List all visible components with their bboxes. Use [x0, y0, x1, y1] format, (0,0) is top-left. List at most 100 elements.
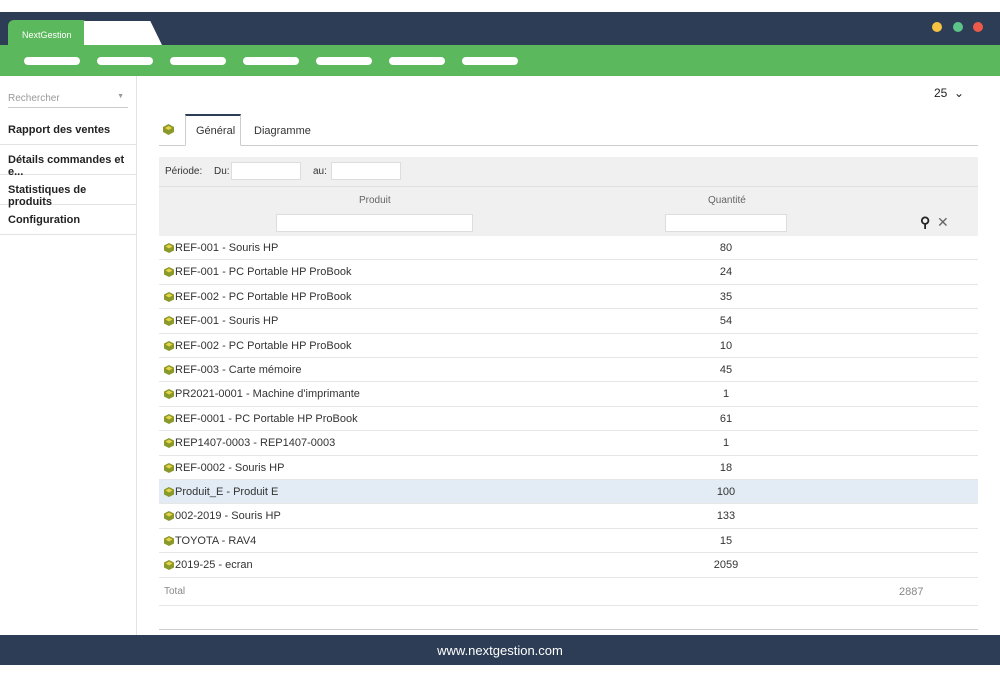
- icon: [164, 511, 174, 522]
- icon: [164, 389, 174, 400]
- table-row[interactable]: PR2021-0001 - Machine d'imprimante 1: [159, 382, 978, 407]
- to-label: au:: [313, 166, 327, 177]
- table-row[interactable]: REF-001 - PC Portable HP ProBook 24: [159, 260, 978, 285]
- tab[interactable]: Général: [185, 114, 241, 146]
- clear-button[interactable]: ✕: [937, 214, 949, 230]
- total-row: Total 2887: [159, 578, 978, 606]
- icon: [163, 124, 174, 135]
- quantity: 61: [719, 412, 733, 425]
- table-row[interactable]: 002-2019 - Souris HP 133: [159, 504, 978, 529]
- icon: [164, 438, 174, 449]
- period-label: Période:: [165, 166, 203, 177]
- search[interactable]: Rechercher ▼: [8, 88, 128, 108]
- product: TOYOTA - RAV4: [175, 534, 257, 547]
- menu-item[interactable]: [24, 57, 80, 65]
- menu-item[interactable]: [389, 57, 445, 65]
- menu-item[interactable]: [97, 57, 153, 65]
- divider: [159, 186, 978, 187]
- sidebar-item[interactable]: Statistiques de produits: [0, 175, 137, 208]
- quantity: 54: [719, 315, 733, 328]
- product: 2019-25 - ecran: [175, 559, 253, 572]
- table-row[interactable]: REF-002 - PC Portable HP ProBook 35: [159, 285, 978, 310]
- browser-tab[interactable]: NextGestion: [8, 20, 88, 45]
- table-row[interactable]: REF-0002 - Souris HP 18: [159, 456, 978, 480]
- product: PR2021-0001 - Machine d'imprimante: [175, 388, 360, 401]
- quantity: 24: [719, 266, 733, 279]
- product: REF-001 - PC Portable HP ProBook: [175, 266, 352, 279]
- browser-tab-empty[interactable]: [84, 21, 162, 45]
- table-row[interactable]: 2019-25 - ecran 2059: [159, 553, 978, 578]
- date-from[interactable]: [231, 162, 301, 180]
- sidebar: [0, 76, 137, 635]
- divider: [159, 629, 978, 630]
- product: REF-001 - Souris HP: [175, 242, 279, 254]
- product: REF-002 - PC Portable HP ProBook: [175, 290, 352, 303]
- quantity: 18: [719, 461, 733, 474]
- icon: [164, 365, 174, 375]
- quantity: 133: [716, 510, 736, 523]
- quantity-filter[interactable]: [665, 214, 787, 232]
- sidebar-item[interactable]: Configuration: [0, 205, 137, 235]
- icon: [164, 340, 174, 351]
- product: REF-0002 - Souris HP: [175, 461, 285, 474]
- total-value: 2887: [899, 585, 924, 598]
- dot: [953, 22, 963, 32]
- icon: [164, 462, 174, 473]
- menu-item[interactable]: [170, 57, 226, 65]
- icon: [164, 487, 174, 497]
- search-text: Rechercher: [8, 93, 60, 104]
- dot: [973, 22, 983, 32]
- quantity: 15: [719, 534, 733, 547]
- table-row[interactable]: REP1407-0003 - REP1407-0003 1: [159, 431, 978, 456]
- sidebar-item[interactable]: Détails commandes et e...: [0, 145, 137, 178]
- product: REF-002 - PC Portable HP ProBook: [175, 339, 352, 352]
- icon: [164, 560, 174, 571]
- total-label: Total: [164, 585, 186, 597]
- product: REF-001 - Souris HP: [175, 315, 279, 328]
- quantity: 80: [719, 242, 733, 254]
- product: REF-003 - Carte mémoire: [175, 364, 302, 376]
- table-row[interactable]: REF-001 - Souris HP 80: [159, 236, 978, 261]
- table-row[interactable]: REF-0001 - PC Portable HP ProBook 61: [159, 407, 978, 432]
- product: REP1407-0003 - REP1407-0003: [175, 437, 336, 450]
- quantity: 2059: [713, 559, 739, 572]
- page-size[interactable]: 25 ⌄: [934, 86, 965, 100]
- menu-item[interactable]: [316, 57, 372, 65]
- quantity: 10: [719, 339, 733, 352]
- column-header: Quantité: [708, 195, 746, 206]
- dot: [932, 22, 942, 32]
- table-row[interactable]: TOYOTA - RAV4 15: [159, 529, 978, 554]
- icon: [164, 413, 174, 424]
- menu-item[interactable]: [243, 57, 299, 65]
- page-size-value: 25: [934, 86, 948, 100]
- sidebar-item[interactable]: Rapport des ventes: [0, 115, 137, 145]
- tab[interactable]: Diagramme: [254, 125, 311, 137]
- quantity: 35: [719, 290, 733, 303]
- table-row[interactable]: REF-003 - Carte mémoire 45: [159, 358, 978, 383]
- menu-item[interactable]: [462, 57, 518, 65]
- footer: www.nextgestion.com: [0, 635, 1000, 665]
- column-header: Produit: [359, 195, 391, 206]
- browser-bar: [0, 12, 1000, 45]
- date-to[interactable]: [331, 162, 401, 180]
- search-button[interactable]: ⚲: [920, 214, 931, 230]
- product: REF-0001 - PC Portable HP ProBook: [175, 412, 358, 425]
- quantity: 100: [716, 486, 736, 498]
- icon: [164, 291, 174, 302]
- icon: [164, 267, 174, 278]
- table-row[interactable]: REF-002 - PC Portable HP ProBook 10: [159, 334, 978, 358]
- icon: [164, 243, 174, 253]
- quantity: 1: [722, 388, 730, 401]
- product: 002-2019 - Souris HP: [175, 510, 281, 523]
- product: Produit_E - Produit E: [175, 486, 279, 498]
- table-row[interactable]: Produit_E - Produit E 100: [159, 480, 978, 505]
- quantity: 45: [719, 364, 733, 376]
- tab-line: [159, 145, 978, 146]
- product-filter[interactable]: [276, 214, 473, 232]
- table-row[interactable]: REF-001 - Souris HP 54: [159, 309, 978, 334]
- quantity: 1: [722, 437, 730, 450]
- icon: [164, 316, 174, 327]
- icon: [164, 535, 174, 546]
- from-label: Du:: [214, 166, 230, 177]
